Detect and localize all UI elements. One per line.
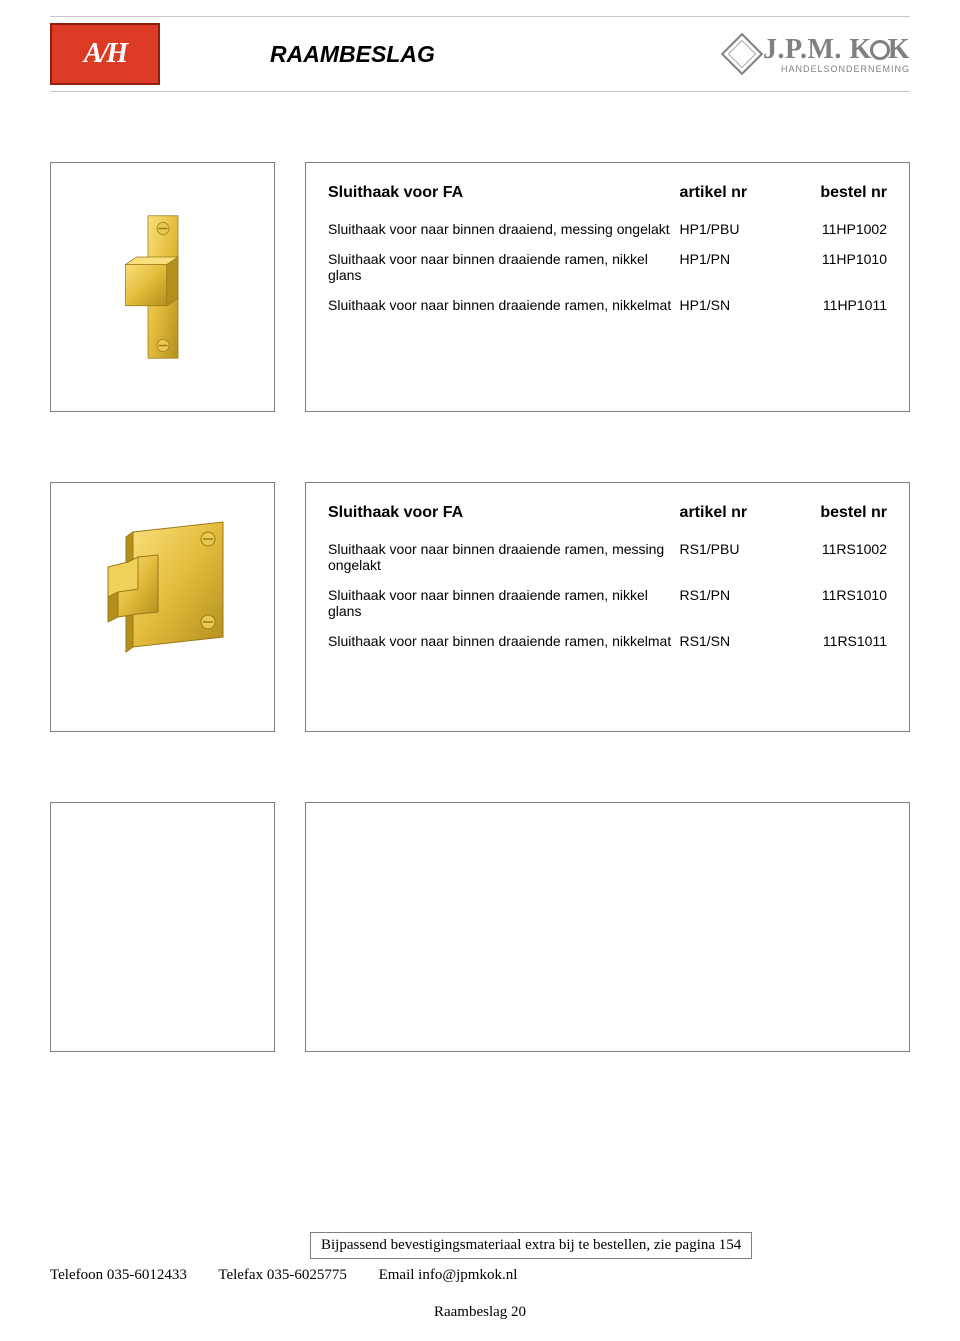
table-header-art: artikel nr <box>676 497 784 534</box>
product-table-hp1: Sluithaak voor FA artikel nr bestel nr S… <box>305 162 910 412</box>
product-row: Sluithaak voor FA artikel nr bestel nr S… <box>0 162 960 412</box>
table-header-art: artikel nr <box>676 177 784 214</box>
cell-art: HP1/PBU <box>676 214 784 244</box>
product-image-hp1 <box>50 162 275 412</box>
diamond-icon <box>721 33 763 75</box>
cell-art: RS1/PBU <box>676 534 784 580</box>
footer-note: Bijpassend bevestigingsmateriaal extra b… <box>310 1232 752 1259</box>
header-rule-bottom <box>50 91 910 92</box>
page-title: RAAMBESLAG <box>270 41 435 68</box>
cell-desc: Sluithaak voor naar binnen draaiende ram… <box>324 580 676 626</box>
product-table-rs1: Sluithaak voor FA artikel nr bestel nr S… <box>305 482 910 732</box>
footer-contact: Telefoon 035-6012433 Telefax 035-6025775… <box>50 1267 910 1284</box>
cell-art: HP1/PN <box>676 244 784 290</box>
table-header-best: bestel nr <box>783 177 891 214</box>
table-header-name: Sluithaak voor FA <box>324 497 676 534</box>
cell-best: 11HP1011 <box>783 290 891 320</box>
cell-best: 11RS1010 <box>783 580 891 626</box>
footer-email: Email info@jpmkok.nl <box>379 1267 518 1283</box>
empty-image-box <box>50 802 275 1052</box>
logo-right-sub: HANDELSONDERNEMING <box>781 64 910 74</box>
cell-desc: Sluithaak voor naar binnen draaiend, mes… <box>324 214 676 244</box>
footer-page-number: Raambeslag 20 <box>50 1304 910 1321</box>
cell-best: 11RS1011 <box>783 626 891 656</box>
cell-best: 11RS1002 <box>783 534 891 580</box>
cell-art: RS1/SN <box>676 626 784 656</box>
empty-table-box <box>305 802 910 1052</box>
footer-fax: Telefax 035-6025775 <box>218 1267 347 1283</box>
product-image-rs1 <box>50 482 275 732</box>
product-row: Sluithaak voor FA artikel nr bestel nr S… <box>0 482 960 732</box>
logo-right: J.P.M. KK HANDELSONDERNEMING <box>455 34 910 74</box>
product-row-empty <box>0 802 960 1052</box>
cell-art: HP1/SN <box>676 290 784 320</box>
page-header: A/H RAAMBESLAG J.P.M. KK HANDELSONDERNEM… <box>0 0 960 92</box>
page-footer: Bijpassend bevestigingsmateriaal extra b… <box>0 1232 960 1321</box>
cell-desc: Sluithaak voor naar binnen draaiende ram… <box>324 534 676 580</box>
cell-desc: Sluithaak voor naar binnen draaiende ram… <box>324 626 676 656</box>
logo-right-main: J.P.M. KK <box>763 34 910 66</box>
table-header-best: bestel nr <box>783 497 891 534</box>
cell-desc: Sluithaak voor naar binnen draaiende ram… <box>324 290 676 320</box>
cell-best: 11HP1010 <box>783 244 891 290</box>
logo-left: A/H <box>50 23 160 85</box>
table-header-name: Sluithaak voor FA <box>324 177 676 214</box>
cell-art: RS1/PN <box>676 580 784 626</box>
cell-best: 11HP1002 <box>783 214 891 244</box>
cell-desc: Sluithaak voor naar binnen draaiende ram… <box>324 244 676 290</box>
footer-phone: Telefoon 035-6012433 <box>50 1267 187 1283</box>
